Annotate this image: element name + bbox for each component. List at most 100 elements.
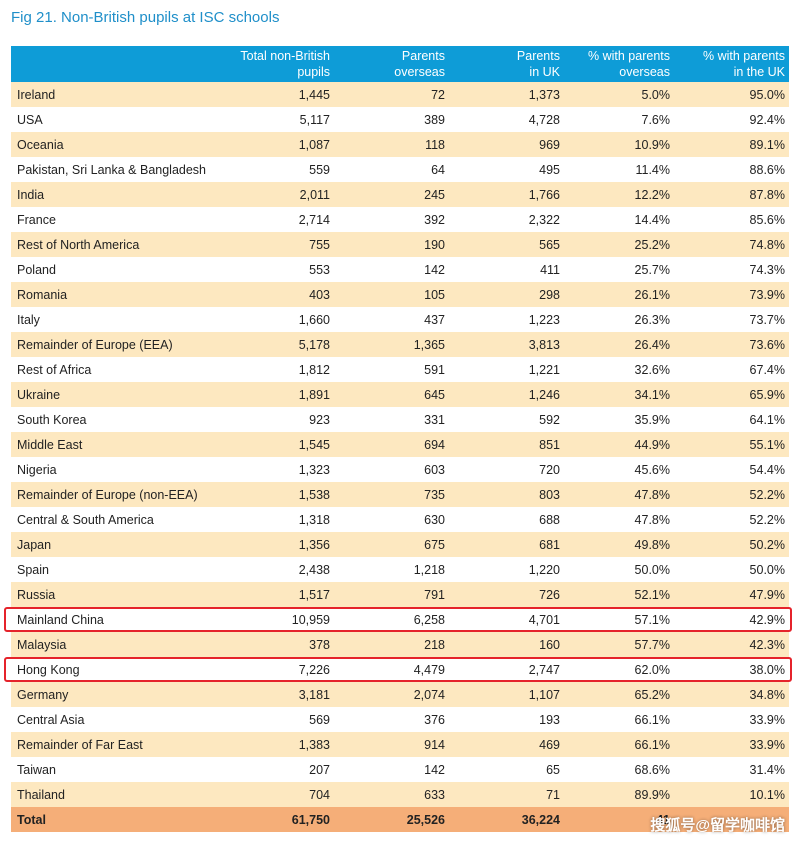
country-cell: Mainland China xyxy=(17,612,104,627)
country-cell: Remainder of Far East xyxy=(17,737,143,752)
parents-overseas-cell: 603 xyxy=(424,462,445,477)
parents-overseas-cell: 392 xyxy=(424,212,445,227)
total-pupils-cell: 1,545 xyxy=(298,437,330,452)
pct-overseas-cell: 10.9% xyxy=(634,137,670,152)
total-pupils-cell: 1,318 xyxy=(298,512,330,527)
table-row: Middle East 1,545 694 851 44.9% 55.1% xyxy=(11,432,789,457)
parents-uk-cell: 565 xyxy=(539,237,560,252)
parents-overseas-cell: 645 xyxy=(424,387,445,402)
parents-overseas-cell: 914 xyxy=(424,737,445,752)
table-row: Remainder of Europe (non-EEA) 1,538 735 803… xyxy=(11,482,789,507)
parents-uk-cell: 3,813 xyxy=(528,337,560,352)
pct-overseas-cell: 32.6% xyxy=(634,362,670,377)
parents-uk-cell: 2,322 xyxy=(528,212,560,227)
country-cell: Hong Kong xyxy=(17,662,80,677)
parents-uk-cell: 1,766 xyxy=(528,187,560,202)
table-row: Central & South America 1,318 630 688 47.8% 5… xyxy=(11,507,789,532)
parents-overseas-cell: 389 xyxy=(424,112,445,127)
pct-overseas-cell: 65.2% xyxy=(634,687,670,702)
pct-uk-cell: 10.1% xyxy=(749,787,785,802)
pct-overseas-cell: 5.0% xyxy=(641,87,671,102)
parents-uk-cell: 65 xyxy=(546,762,560,777)
parents-uk-cell: 1,246 xyxy=(528,387,560,402)
total-pupils-cell: 1,812 xyxy=(298,362,330,377)
country-cell: Poland xyxy=(17,262,56,277)
total-pupils-cell: 1,323 xyxy=(298,462,330,477)
country-cell: USA xyxy=(17,112,43,127)
parents-uk-cell: 469 xyxy=(539,737,560,752)
parents-overseas-cell: 791 xyxy=(424,587,445,602)
total-pupils-cell: 569 xyxy=(309,712,330,727)
data-table: Total non-British pupils Parents oversea… xyxy=(11,46,789,832)
table-row: Taiwan 207 142 65 68.6% 31.4% xyxy=(11,757,789,782)
pct-overseas-cell: 57.7% xyxy=(634,637,670,652)
total-pupils-cell: 2,011 xyxy=(299,187,330,202)
pct-overseas-cell: 25.2% xyxy=(634,237,670,252)
total-pupils-cell: 1,445 xyxy=(298,87,330,102)
table-row: Italy 1,660 437 1,223 26.3% 73.7% xyxy=(11,307,789,332)
total-pupils-cell: 7,226 xyxy=(298,662,330,677)
parents-overseas-cell: 4,479 xyxy=(413,662,445,677)
total-pupils-cell: 10,959 xyxy=(291,612,330,627)
pct-overseas-cell: 89.9% xyxy=(634,787,670,802)
pct-uk-cell: 73.6% xyxy=(749,337,785,352)
parents-overseas-cell: 437 xyxy=(424,312,445,327)
header-parents-overseas: Parents overseas xyxy=(394,49,445,79)
pct-overseas-cell: 34.1% xyxy=(634,387,670,402)
pct-uk-cell: 85.6% xyxy=(749,212,785,227)
parents-uk-cell: 803 xyxy=(539,487,560,502)
parents-uk-cell: 4,728 xyxy=(528,112,560,127)
table-row: Remainder of Far East 1,383 914 469 66.1% 33.… xyxy=(11,732,789,757)
pct-uk-cell: 50.2% xyxy=(749,537,785,552)
parents-overseas-cell: 142 xyxy=(424,762,445,777)
country-cell: Russia xyxy=(17,587,56,602)
pct-overseas-cell: 26.4% xyxy=(634,337,670,352)
figure-title: Fig 21. Non-British pupils at ISC school… xyxy=(11,9,280,26)
pct-overseas-cell: 49.8% xyxy=(634,537,670,552)
pct-overseas-cell: 25.7% xyxy=(634,262,670,277)
table-row: USA 5,117 389 4,728 7.6% 92.4% xyxy=(11,107,789,132)
table-row: Remainder of Europe (EEA) 5,178 1,365 3,813… xyxy=(11,332,789,357)
total-pupils-cell: 559 xyxy=(309,162,330,177)
pct-overseas-cell: 14.4% xyxy=(634,212,670,227)
pct-overseas-cell: 26.1% xyxy=(634,287,670,302)
pct-overseas-cell: 45.6% xyxy=(634,462,670,477)
pct-uk-cell: 42.9% xyxy=(749,612,785,627)
total-pupils-cell: 923 xyxy=(309,412,330,427)
parents-uk-cell: 1,220 xyxy=(528,562,560,577)
pct-overseas-cell: 66.1% xyxy=(634,712,670,727)
pct-overseas-cell: 12.2% xyxy=(634,187,670,202)
pct-overseas-cell: 26.3% xyxy=(634,312,670,327)
parents-uk-cell: 1,223 xyxy=(528,312,560,327)
country-cell: Ukraine xyxy=(17,387,61,402)
pct-uk-cell: 34.8% xyxy=(749,687,785,702)
table-row: Rest of Africa 1,812 591 1,221 32.6% 67.4% xyxy=(11,357,789,382)
total-pupils-cell: 1,356 xyxy=(298,537,330,552)
pct-overseas-cell: 57.1% xyxy=(634,612,670,627)
total-parents-uk-cell: 36,224 xyxy=(521,812,560,827)
pct-uk-cell: 73.7% xyxy=(749,312,785,327)
table-header-row: Total non-British pupils Parents oversea… xyxy=(11,46,789,82)
table-row: Rest of North America 755 190 565 25.2% 74.8% xyxy=(11,232,789,257)
country-cell: Pakistan, Sri Lanka & Bangladesh xyxy=(17,162,207,177)
parents-overseas-cell: 245 xyxy=(424,187,445,202)
parents-overseas-cell: 331 xyxy=(424,412,445,427)
table-row: India 2,011 245 1,766 12.2% 87.8% xyxy=(11,182,789,207)
total-row: Total 61,750 25,526 36,224 41 xyxy=(11,807,789,832)
parents-uk-cell: 726 xyxy=(539,587,560,602)
table-row: Nigeria 1,323 603 720 45.6% 54.4% xyxy=(11,457,789,482)
watermark: 搜狐号@留学咖啡馆 xyxy=(650,817,785,834)
total-pupils-cell: 2,438 xyxy=(298,562,330,577)
parents-uk-cell: 688 xyxy=(539,512,560,527)
pct-uk-cell: 89.1% xyxy=(749,137,785,152)
parents-uk-cell: 4,701 xyxy=(528,612,560,627)
country-cell: India xyxy=(17,187,45,202)
total-pupils-cell: 1,517 xyxy=(298,587,330,602)
parents-overseas-cell: 1,365 xyxy=(413,337,445,352)
table-row: Hong Kong 7,226 4,479 2,747 62.0% 38.0% xyxy=(11,657,789,682)
parents-overseas-cell: 64 xyxy=(431,162,445,177)
parents-overseas-cell: 2,074 xyxy=(413,687,445,702)
parents-uk-cell: 495 xyxy=(539,162,560,177)
total-pupils-cell: 403 xyxy=(309,287,330,302)
pct-overseas-cell: 47.8% xyxy=(634,487,670,502)
